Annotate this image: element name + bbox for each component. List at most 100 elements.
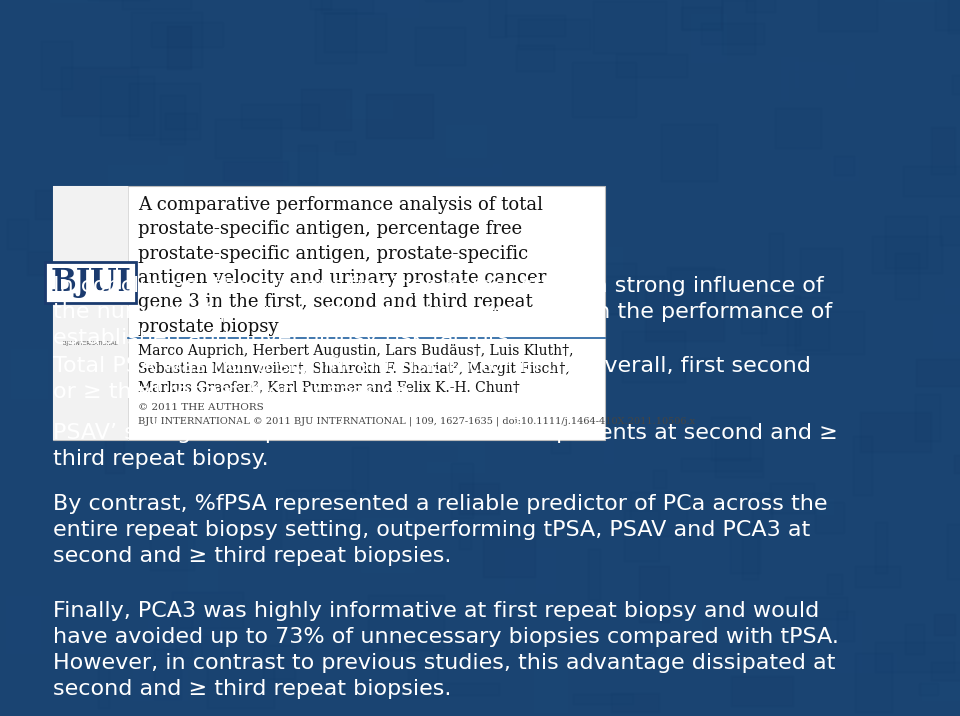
Bar [16,500,83,554]
Bar [920,168,936,207]
Bar [592,1,666,53]
Bar [407,640,438,698]
Bar [657,513,709,569]
Bar [884,547,960,559]
Bar [830,631,888,649]
Bar [804,4,815,21]
Bar [139,215,157,251]
Bar [797,137,809,188]
Bar [659,609,674,644]
Bar [489,0,506,37]
Bar [61,67,138,116]
Bar [297,388,325,425]
Bar [270,133,287,169]
Bar [903,166,960,195]
Bar [482,235,558,246]
Bar [263,645,296,679]
Bar [241,105,319,128]
Bar [165,112,198,129]
Bar [662,347,686,405]
Bar [824,431,897,467]
Bar [708,569,740,598]
Bar [338,95,376,142]
Bar [129,83,201,140]
Bar [564,77,594,90]
Bar [682,617,701,630]
Bar [806,13,855,39]
Bar [46,530,84,588]
Bar [92,294,156,311]
Bar [4,395,72,414]
Bar [895,253,919,299]
Bar [551,506,591,523]
Bar [215,624,245,652]
Bar [348,574,373,602]
Bar [760,295,801,344]
Bar [98,661,109,708]
Bar [15,644,49,695]
Bar [583,437,642,480]
Bar [770,483,814,513]
Bar [639,566,669,622]
Bar [242,300,305,341]
Bar [177,605,192,657]
Bar [666,52,697,83]
Text: BJU INTERNATIONAL © 2011 BJU INTERNATIONAL | 109, 1627-1635 | doi:10.1111/j.1464: BJU INTERNATIONAL © 2011 BJU INTERNATION… [138,416,695,425]
Bar [22,684,84,703]
Bar [802,165,822,200]
Bar [419,452,456,503]
Bar [574,404,626,420]
Bar [736,45,767,61]
Bar [77,0,133,7]
Bar [324,13,386,52]
Bar [853,148,870,194]
Bar [41,42,72,90]
Bar [952,75,960,94]
Bar [618,250,683,286]
Bar [560,467,586,514]
Bar [742,190,766,223]
Bar [621,271,633,326]
Bar [627,173,683,208]
Bar [108,155,183,199]
Text: BJU INTERNATIONAL: BJU INTERNATIONAL [63,341,118,346]
Bar [780,57,798,100]
Bar [939,465,958,484]
Text: BJUI: BJUI [50,267,131,298]
Bar [459,521,470,549]
Bar [140,326,201,343]
Bar [775,108,821,147]
Bar [387,592,456,611]
Bar [132,363,156,417]
Bar [442,604,516,648]
Bar [349,510,384,537]
Bar [780,322,828,338]
Bar [828,27,848,64]
Bar [860,412,931,452]
Bar [683,0,708,7]
Bar [538,451,562,495]
Bar [71,367,134,418]
Bar [642,119,661,147]
Bar [360,285,430,327]
Bar [947,642,960,677]
Bar [855,566,900,587]
Bar [337,285,387,329]
Bar [532,445,600,493]
Bar [438,122,492,165]
Bar [812,105,874,137]
Bar [818,0,877,32]
Bar [367,94,433,138]
Bar [941,621,960,659]
Bar [162,372,215,390]
Bar [733,0,782,51]
Bar [430,424,454,473]
Bar [751,591,782,644]
Bar [914,308,960,339]
Bar [831,604,862,639]
Bar [427,430,484,472]
Bar [670,269,724,311]
Bar [311,293,368,305]
Bar [477,438,519,468]
Bar [53,186,128,440]
